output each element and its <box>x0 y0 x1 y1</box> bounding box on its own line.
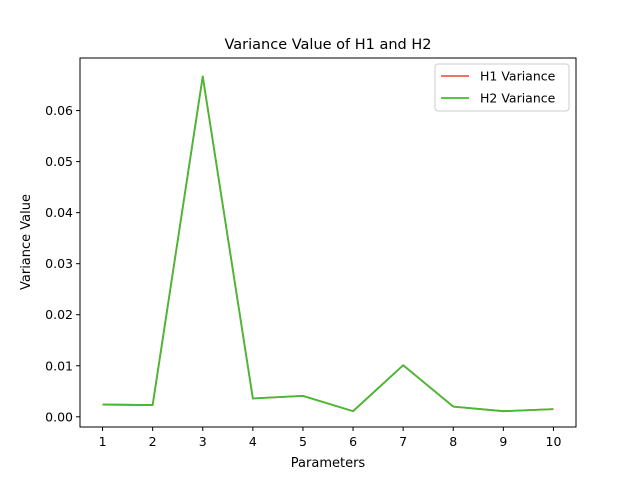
y-tick-label: 0.01 <box>45 358 73 373</box>
x-tick-label: 5 <box>299 434 307 449</box>
x-tick-label: 6 <box>349 434 357 449</box>
x-tick-label: 9 <box>499 434 507 449</box>
plot-area <box>102 75 554 413</box>
y-tick-label: 0.02 <box>45 307 73 322</box>
x-tick-label: 3 <box>199 434 207 449</box>
y-tick-label: 0.05 <box>45 154 73 169</box>
legend-label-2: H2 Variance <box>480 91 556 106</box>
x-tick-label: 4 <box>249 434 257 449</box>
x-tick-label: 1 <box>99 434 107 449</box>
x-tick-label: 7 <box>399 434 407 449</box>
plot-frame <box>79 57 577 428</box>
series-line-1 <box>102 75 554 413</box>
legend: H1 Variance H2 Variance <box>434 63 570 112</box>
y-tick-label: 0.03 <box>45 256 73 271</box>
x-axis: 1 2 3 4 5 6 7 8 9 10 <box>99 427 562 449</box>
y-axis-label: Variance Value <box>19 194 34 290</box>
y-axis: 0.00 0.01 0.02 0.03 0.04 0.05 0.06 <box>45 103 80 424</box>
x-tick-label: 8 <box>449 434 457 449</box>
y-tick-label: 0.00 <box>45 409 73 424</box>
x-tick-label: 2 <box>149 434 157 449</box>
y-tick-label: 0.04 <box>45 205 73 220</box>
x-tick-label: 10 <box>546 434 562 449</box>
x-axis-label: Parameters <box>291 456 366 471</box>
chart-title: Variance Value of H1 and H2 <box>224 37 431 53</box>
y-tick-label: 0.06 <box>45 103 73 118</box>
series-line-2 <box>102 75 554 413</box>
legend-label-1: H1 Variance <box>480 69 556 84</box>
